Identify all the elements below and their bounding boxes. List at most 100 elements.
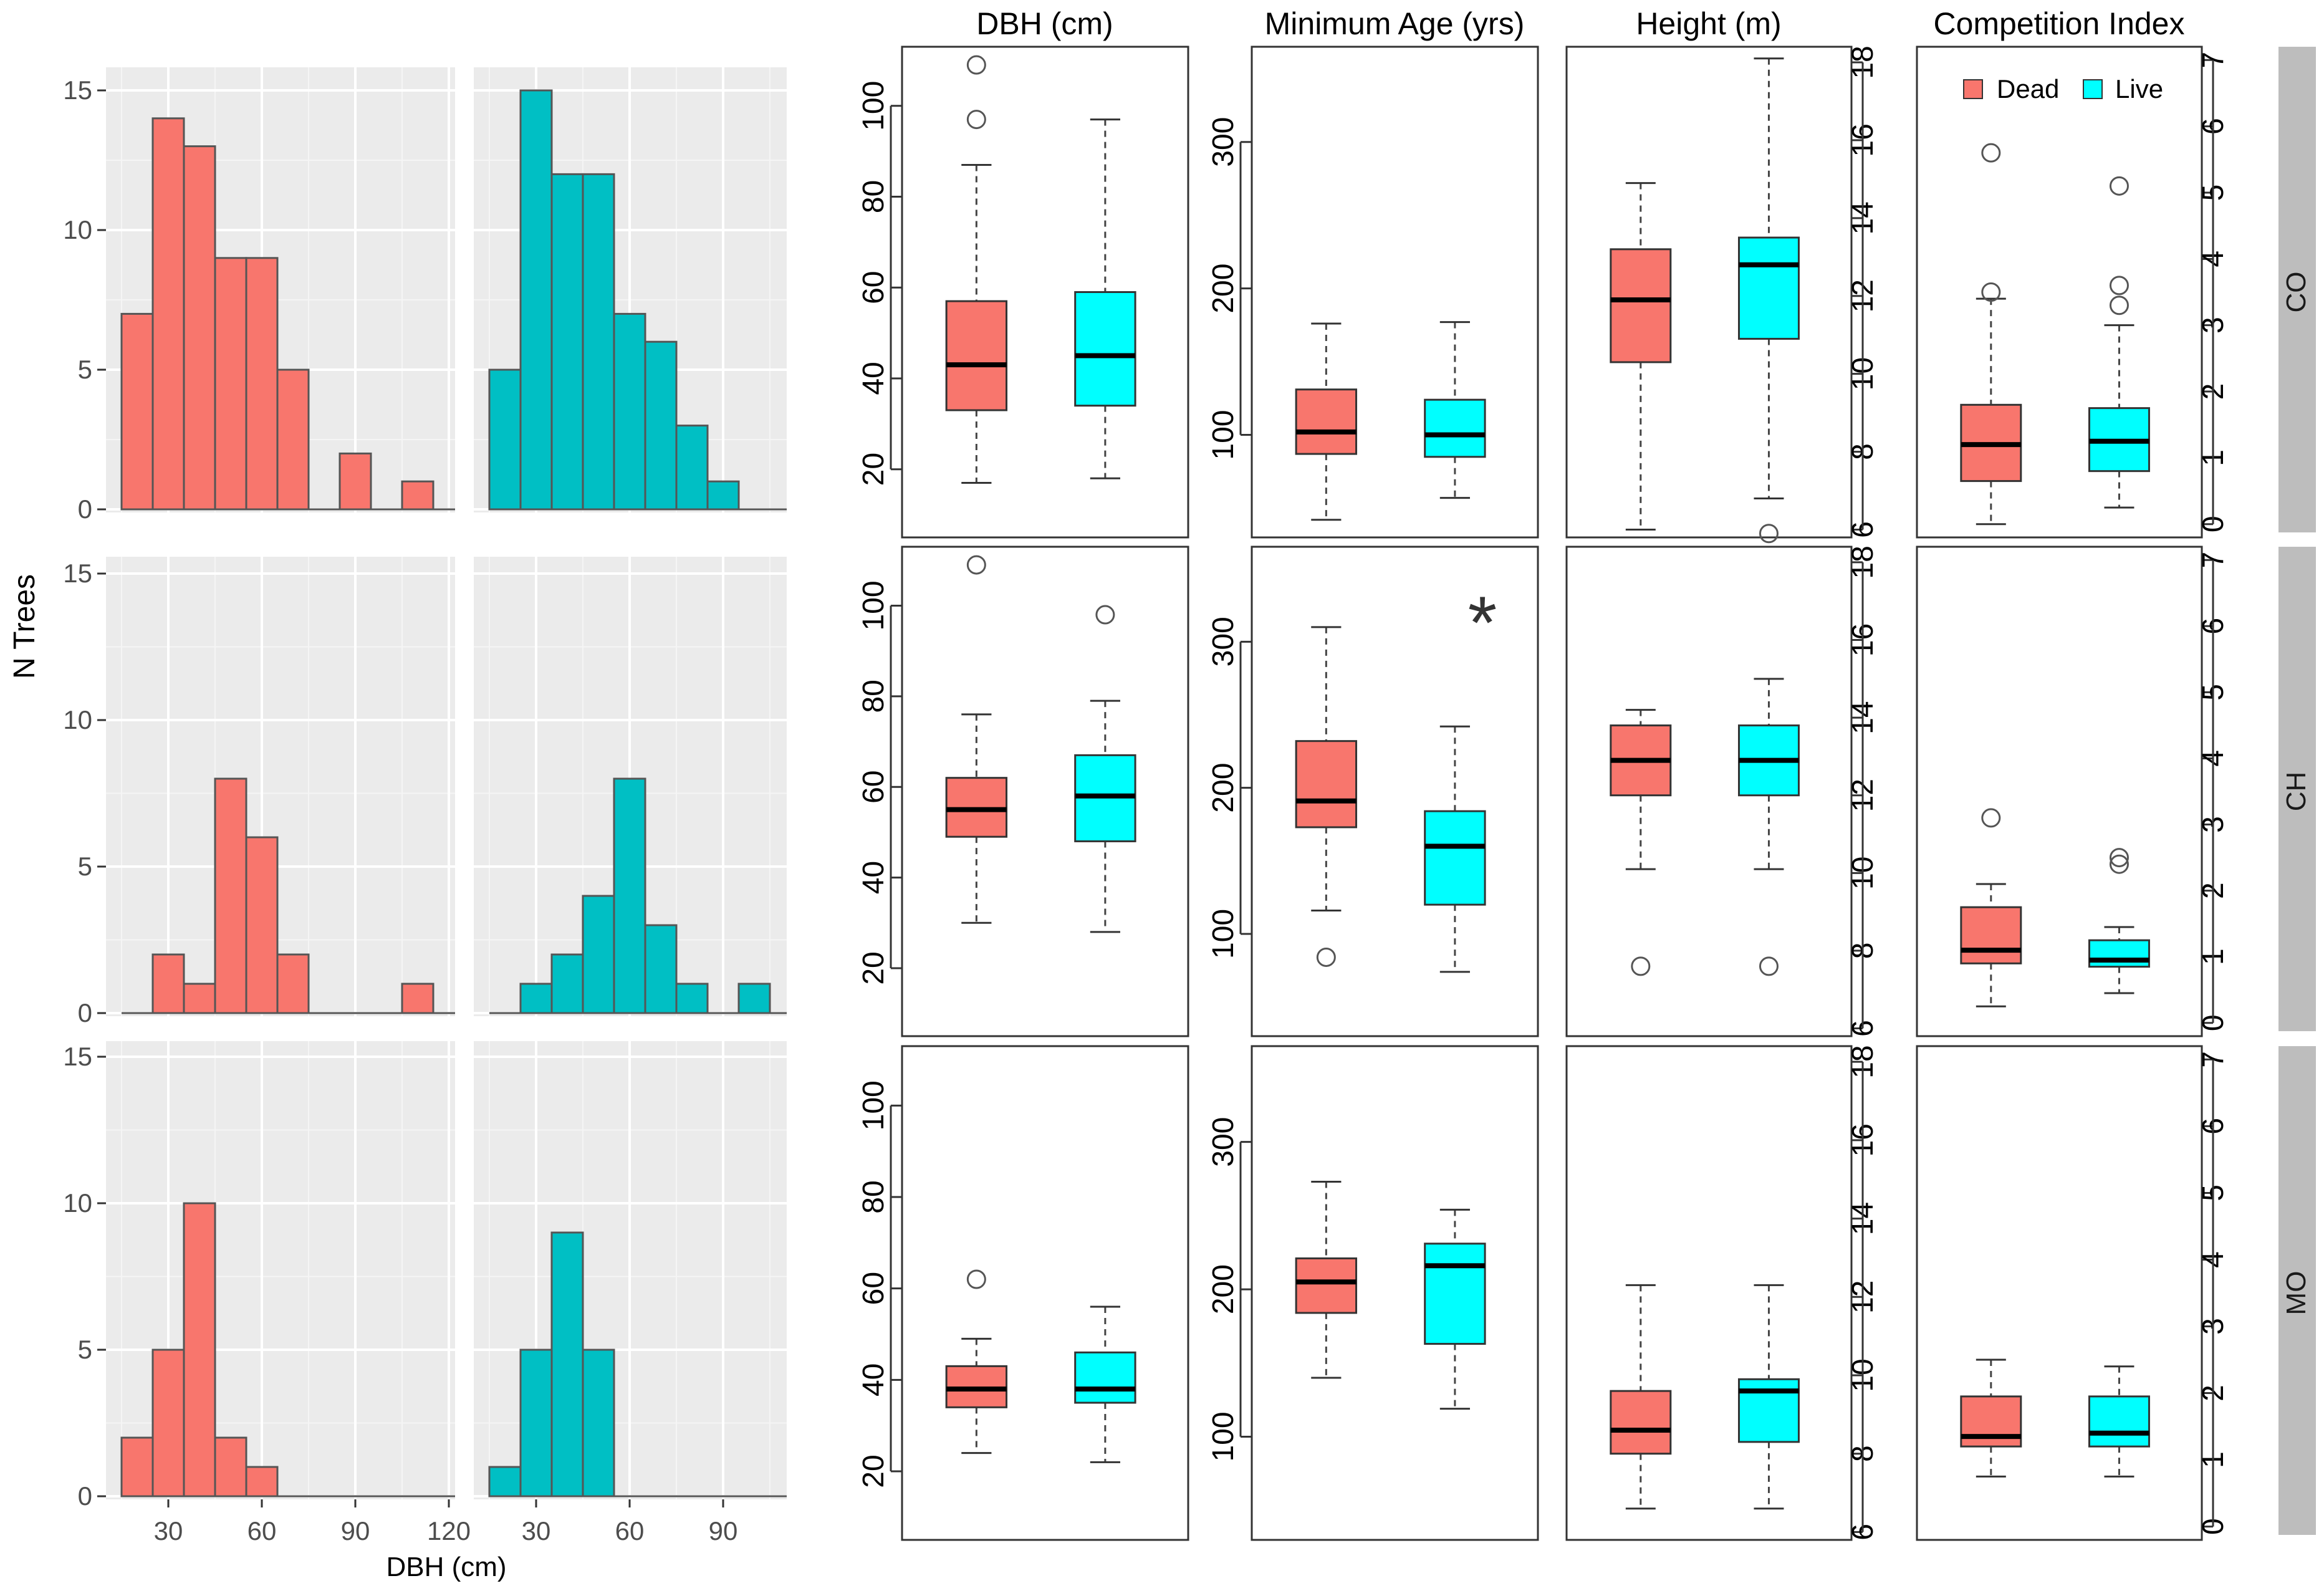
y-tick-label: 5 — [78, 355, 92, 384]
boxplot-panel: 100 200 300 — [1207, 46, 1539, 539]
live-outlier — [1759, 956, 1779, 976]
y-tick-label: 20 — [857, 1454, 890, 1488]
dead-box — [1610, 248, 1672, 363]
y-tick-label: 15 — [63, 559, 92, 588]
strip-label: CO — [2281, 272, 2312, 313]
strip-background — [2278, 47, 2316, 532]
live-bar — [675, 983, 709, 1014]
y-tick-label: 5 — [78, 1335, 92, 1364]
dead-bar — [245, 836, 279, 1014]
y-tick-label: 40 — [857, 1363, 890, 1396]
live-box — [1074, 291, 1136, 407]
dead-box — [1295, 740, 1358, 829]
legend-live-swatch — [2083, 79, 2103, 99]
dead-bar — [245, 1466, 279, 1497]
live-bar — [488, 368, 522, 511]
live-bar — [737, 983, 771, 1014]
live-bar — [675, 425, 709, 511]
dead-bar — [401, 983, 435, 1014]
y-tick-label: 200 — [1207, 1264, 1240, 1314]
dead-bar — [214, 1436, 247, 1497]
live-box — [1424, 810, 1486, 906]
legend-dead-label: Dead — [1997, 74, 2059, 103]
dead-outlier — [1981, 143, 2001, 163]
dead-bar — [183, 1202, 216, 1497]
panel-frame — [1251, 1045, 1539, 1541]
y-tick-label: 300 — [1207, 617, 1240, 666]
boxplot-panel: 01234567 — [1916, 1045, 2230, 1541]
legend-dead-swatch — [1963, 79, 1983, 99]
y-tick-label: 80 — [857, 680, 890, 713]
y-tick-label: 40 — [857, 861, 890, 894]
y-tick-label: 200 — [1207, 264, 1240, 314]
y-tick-label: 10 — [63, 1188, 92, 1218]
live-box — [1424, 1243, 1486, 1345]
panel-frame — [1565, 1045, 1853, 1541]
boxplot-grid: DBH (cm) 20 40 60 80 100 20 40 60 80 100 20 40 60 80 10… — [857, 6, 2230, 1541]
dead-outlier — [966, 55, 986, 75]
x-tick-label: 30 — [154, 1516, 183, 1546]
live-outlier — [1759, 524, 1779, 544]
dead-box — [1960, 906, 2022, 964]
live-box — [1424, 398, 1486, 458]
live-bar — [613, 777, 646, 1014]
site-strips: CO CH MO — [2278, 47, 2316, 1535]
live-bar — [519, 89, 553, 511]
live-bar — [550, 1231, 584, 1497]
y-tick-label: 10 — [63, 215, 92, 244]
histogram-panel — [106, 67, 455, 512]
y-tick-label: 300 — [1207, 1117, 1240, 1167]
strip-label: CH — [2281, 772, 2312, 812]
y-tick-label: 80 — [857, 1180, 890, 1213]
dead-box — [1295, 1257, 1358, 1314]
boxplot-panel: 20 40 60 80 100 — [857, 546, 1189, 1037]
live-bar — [582, 895, 615, 1014]
y-tick-label: 100 — [1207, 909, 1240, 959]
y-tick-label: 60 — [857, 271, 890, 304]
y-tick-label: 10 — [63, 705, 92, 734]
live-bar — [706, 480, 740, 511]
live-outlier — [2109, 176, 2129, 196]
column-title: DBH (cm) — [976, 6, 1113, 41]
x-tick-label: 90 — [709, 1516, 738, 1546]
live-bar — [644, 340, 678, 511]
live-bar — [613, 312, 646, 511]
y-tick-label: 300 — [1207, 117, 1240, 167]
dead-outlier — [1316, 947, 1336, 967]
live-outlier — [2109, 296, 2129, 315]
y-tick-label: 100 — [857, 81, 890, 131]
live-bar — [550, 173, 584, 511]
boxplot-panel: 20 40 60 80 100 — [857, 46, 1189, 539]
dead-outlier — [1981, 282, 2001, 302]
legend-live-label: Live — [2115, 74, 2163, 103]
x-tick-label: 60 — [247, 1516, 277, 1546]
live-bar — [519, 983, 553, 1014]
histogram-panel — [106, 557, 455, 1016]
x-tick-label: 30 — [522, 1516, 551, 1546]
panel-frame — [1916, 46, 2203, 539]
panel-frame — [1565, 546, 1853, 1037]
x-tick-label: 120 — [427, 1516, 471, 1546]
live-box — [2088, 939, 2150, 968]
panel-frame — [1916, 546, 2203, 1037]
dead-bar — [245, 257, 279, 511]
dead-bar — [276, 953, 310, 1014]
y-tick-label: 60 — [857, 1272, 890, 1305]
live-box — [1737, 236, 1800, 340]
y-tick-label: 60 — [857, 771, 890, 804]
y-tick-label: 40 — [857, 362, 890, 395]
dead-bar — [183, 983, 216, 1014]
boxplot-panel: 681012141618 — [1565, 546, 1880, 1037]
boxplot-panel: 100 200 300 * — [1207, 546, 1539, 1037]
y-tick-label: 0 — [78, 1481, 92, 1511]
dead-box — [1960, 1395, 2022, 1448]
y-tick-label: 80 — [857, 180, 890, 213]
boxplot-panel: 01234567 — [1916, 546, 2230, 1037]
live-bar — [519, 1348, 553, 1497]
dead-bar — [120, 312, 154, 511]
y-tick-label: 15 — [63, 75, 92, 105]
dead-bar — [339, 452, 372, 511]
dead-outlier — [1981, 808, 2001, 828]
dead-outlier — [966, 1269, 986, 1289]
y-axis-title: N Trees — [8, 574, 41, 679]
